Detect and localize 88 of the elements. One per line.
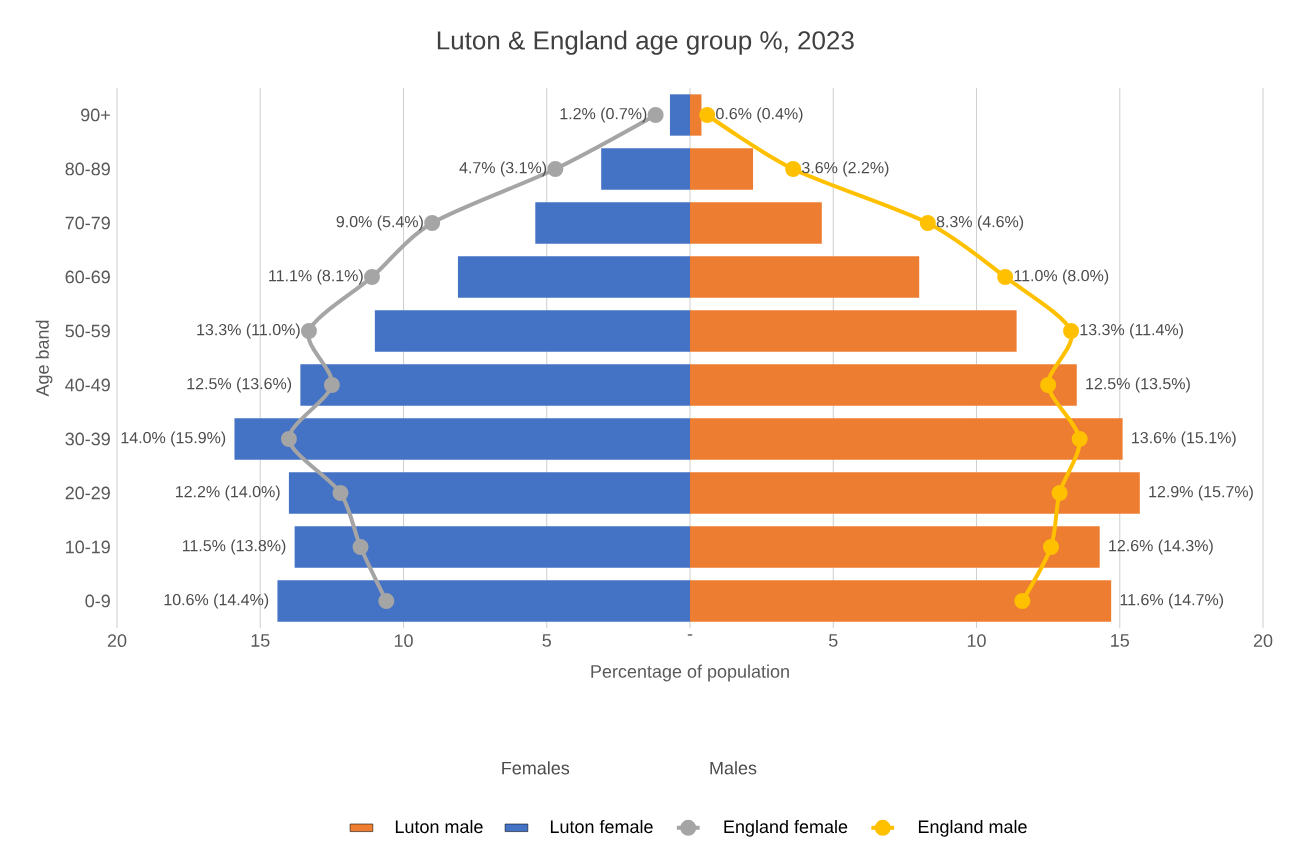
y-tick-label: 10-19 — [66, 540, 110, 554]
point — [280, 430, 297, 447]
x-tick-label: 5 — [828, 634, 838, 647]
legend-label: England male — [918, 819, 1027, 837]
bar — [690, 526, 1100, 568]
y-tick-label: 40-49 — [65, 378, 110, 392]
point — [424, 214, 441, 231]
annotation: 12.6% (14.3%) — [1109, 539, 1213, 555]
text: Males — [710, 761, 757, 775]
annotation: 11.6% (14.7%) — [1120, 593, 1224, 609]
bar — [457, 256, 691, 298]
y-tick-label: 0-9 — [85, 594, 110, 608]
bar — [294, 526, 691, 568]
x-axis-title: Percentage of population — [591, 664, 789, 682]
bar — [690, 148, 754, 190]
point — [323, 376, 340, 393]
bar — [234, 418, 691, 460]
point — [699, 106, 716, 123]
point — [352, 538, 369, 555]
bar — [288, 472, 691, 514]
annotation: 1.2% (0.7%) — [560, 107, 647, 123]
annotation: 8.3% (4.6%) — [936, 215, 1024, 231]
x-tick-label: 15 — [251, 634, 270, 647]
point — [300, 322, 317, 339]
bar — [535, 202, 691, 244]
bar — [300, 364, 691, 406]
bar — [669, 94, 691, 136]
annotation: 14.0% (15.9%) — [121, 431, 226, 447]
annotation: 0.6% (0.4%) — [716, 107, 803, 123]
annotation: 13.6% (15.1%) — [1132, 431, 1236, 447]
bar — [690, 310, 1017, 352]
y-tick-label: 90+ — [81, 108, 110, 122]
chart-title: Luton & England age group %, 2023 — [437, 30, 854, 55]
x-tick-label: 20 — [107, 634, 127, 647]
point — [363, 268, 380, 285]
annotation: 13.3% (11.4%) — [1080, 323, 1183, 339]
x-tick-label: 10 — [967, 634, 986, 647]
annotation: 9.0% (5.4%) — [336, 215, 423, 231]
annotation: 13.3% (11.0%) — [197, 323, 300, 339]
point — [997, 268, 1014, 285]
point — [547, 160, 564, 177]
annotation: 11.0% (8.0%) — [1014, 269, 1109, 285]
point — [1051, 484, 1068, 501]
annotation: 12.5% (13.5%) — [1086, 377, 1190, 393]
point — [378, 592, 395, 609]
bar — [690, 256, 920, 298]
y-tick-label: 80-89 — [65, 162, 110, 176]
text: Females — [502, 761, 570, 775]
annotation: 10.6% (14.4%) — [164, 593, 269, 609]
bar — [690, 472, 1140, 514]
bar — [690, 202, 822, 244]
bar — [601, 148, 691, 190]
x-tick-label: 10 — [394, 634, 413, 647]
x-tick-label: 5 — [542, 634, 552, 647]
y-axis-title: Age band — [35, 320, 53, 397]
x-tick-label: - — [687, 634, 693, 636]
annotation: 12.9% (15.7%) — [1149, 485, 1253, 501]
annotation: 12.5% (13.6%) — [187, 377, 292, 393]
bar — [690, 418, 1123, 460]
point — [1042, 538, 1059, 555]
point — [1014, 592, 1031, 609]
annotation: 11.1% (8.1%) — [269, 269, 363, 285]
y-tick-label: 50-59 — [65, 324, 110, 338]
bar — [374, 310, 691, 352]
y-tick-label: 60-69 — [65, 270, 110, 284]
legend-label: England female — [724, 819, 848, 837]
x-tick-label: 15 — [1111, 634, 1130, 647]
y-tick-label: 70-79 — [65, 216, 110, 230]
annotation: 11.5% (13.8%) — [182, 539, 286, 555]
y-tick-label: 30-39 — [65, 432, 110, 446]
annotation: 12.2% (14.0%) — [176, 485, 280, 501]
legend-label: Luton female — [550, 819, 653, 834]
annotation: 4.7% (3.1%) — [459, 161, 547, 177]
point — [1040, 376, 1057, 393]
annotation: 3.6% (2.2%) — [802, 161, 889, 177]
point — [785, 160, 802, 177]
bar — [690, 364, 1077, 406]
y-tick-label: 20-29 — [65, 486, 110, 500]
point — [919, 214, 936, 231]
bar — [690, 580, 1112, 622]
bar — [277, 580, 691, 622]
x-tick-label: 20 — [1253, 634, 1273, 647]
bar — [690, 94, 702, 136]
point — [1063, 322, 1080, 339]
point — [332, 484, 349, 501]
legend-label: Luton male — [395, 819, 483, 834]
point — [647, 106, 664, 123]
point — [1071, 430, 1088, 447]
